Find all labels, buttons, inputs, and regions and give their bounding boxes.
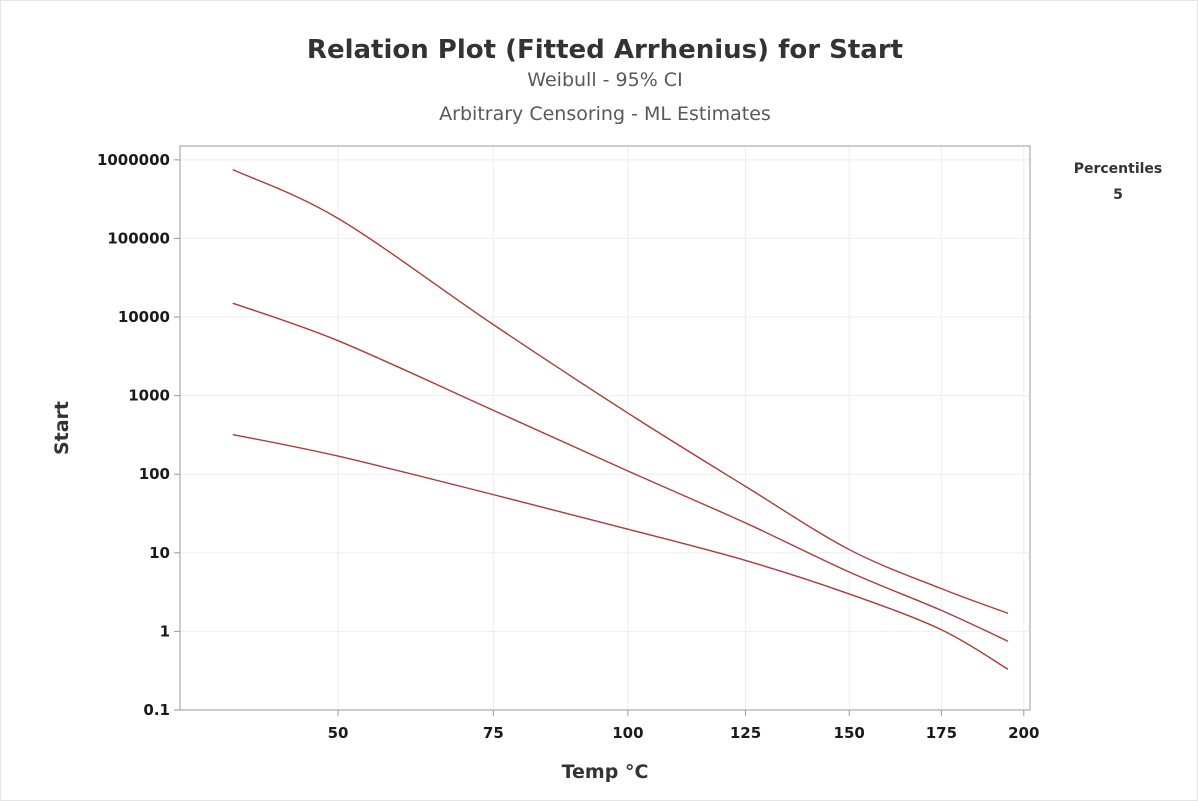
y-axis-label: Start	[51, 401, 73, 455]
legend-entry-5: 5	[1113, 187, 1123, 203]
grid-lines	[180, 146, 1030, 711]
x-tick-label: 100	[612, 724, 643, 742]
x-tick-label: 175	[926, 724, 957, 742]
x-axis: 50 75 100 125 150 175 200	[328, 710, 1039, 742]
x-tick-label: 50	[328, 724, 349, 742]
series-line-percentile-5	[232, 302, 1009, 642]
y-tick-label: 10	[149, 544, 170, 562]
y-tick-label: 0.1	[143, 701, 170, 719]
y-tick-label: 100	[139, 465, 170, 483]
y-axis: 0.1 1 10 100 1000 10000 100000 1000000	[97, 151, 180, 719]
legend-title: Percentiles	[1074, 161, 1163, 177]
legend: Percentiles 5	[1074, 161, 1163, 203]
y-tick-label: 1	[160, 622, 170, 640]
y-tick-label: 100000	[107, 229, 170, 247]
chart-title: Relation Plot (Fitted Arrhenius) for Sta…	[307, 35, 903, 65]
x-tick-label: 125	[730, 724, 761, 742]
x-tick-label: 150	[834, 724, 865, 742]
y-tick-label: 1000000	[97, 151, 170, 169]
x-tick-label: 200	[1008, 724, 1039, 742]
x-tick-label: 75	[483, 724, 504, 742]
chart-subtitle-distribution: Weibull - 95% CI	[527, 69, 682, 91]
series-line-upper-ci	[232, 169, 1009, 614]
y-tick-label: 10000	[118, 308, 170, 326]
plot-area-border	[179, 145, 1031, 711]
series-line-lower-ci	[232, 433, 1009, 670]
y-tick-label: 1000	[128, 387, 170, 405]
chart-subtitle-censoring: Arbitrary Censoring - ML Estimates	[439, 103, 771, 125]
series-lines	[232, 169, 1009, 670]
x-axis-label: Temp °C	[562, 761, 649, 783]
